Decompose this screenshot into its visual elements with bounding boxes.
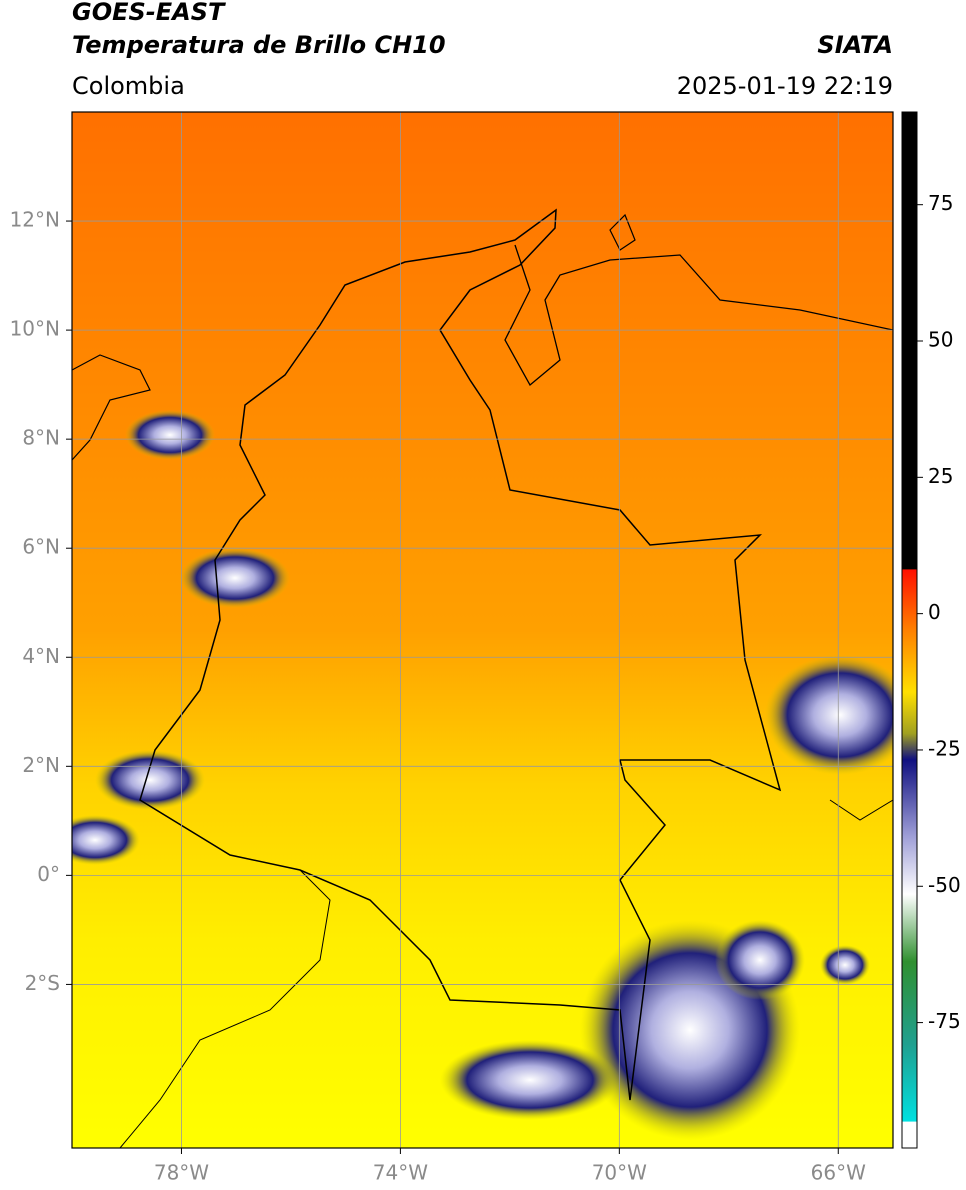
map-frame [71,111,894,1149]
lat-tick-label: 2°N [22,753,60,777]
colorbar-tick-label: 75 [928,191,953,215]
colorbar-tick-label: 25 [928,464,953,488]
colorbar [901,111,918,1149]
lon-tick-label: 74°W [373,1161,428,1185]
lat-tick-label: 12°N [10,208,60,232]
colorbar-tick-label: -50 [928,873,961,897]
colorbar-tick-label: 50 [928,328,953,352]
lat-tick-label: 8°N [22,426,60,450]
subtitle: Temperatura de Brillo CH10 [72,31,446,59]
graticule [72,112,893,1148]
lat-tick-label: 4°N [22,644,60,668]
satellite-image [72,112,893,1148]
lat-tick-label: 2°S [25,971,60,995]
source: SIATA [817,31,893,59]
region: Colombia [72,72,185,100]
title: GOES-EAST [72,0,226,26]
colorbar-tick-label: 0 [928,600,941,624]
timestamp: 2025-01-19 22:19 [677,72,893,100]
colorbar-tick-label: -25 [928,736,961,760]
colorbar-tick-label: -75 [928,1009,961,1033]
lat-tick-label: 0° [37,862,60,886]
lat-tick-label: 6°N [22,535,60,559]
lon-tick-label: 70°W [592,1161,647,1185]
lat-tick-label: 10°N [10,317,60,341]
lon-tick-label: 66°W [811,1161,866,1185]
lon-tick-label: 78°W [154,1161,209,1185]
